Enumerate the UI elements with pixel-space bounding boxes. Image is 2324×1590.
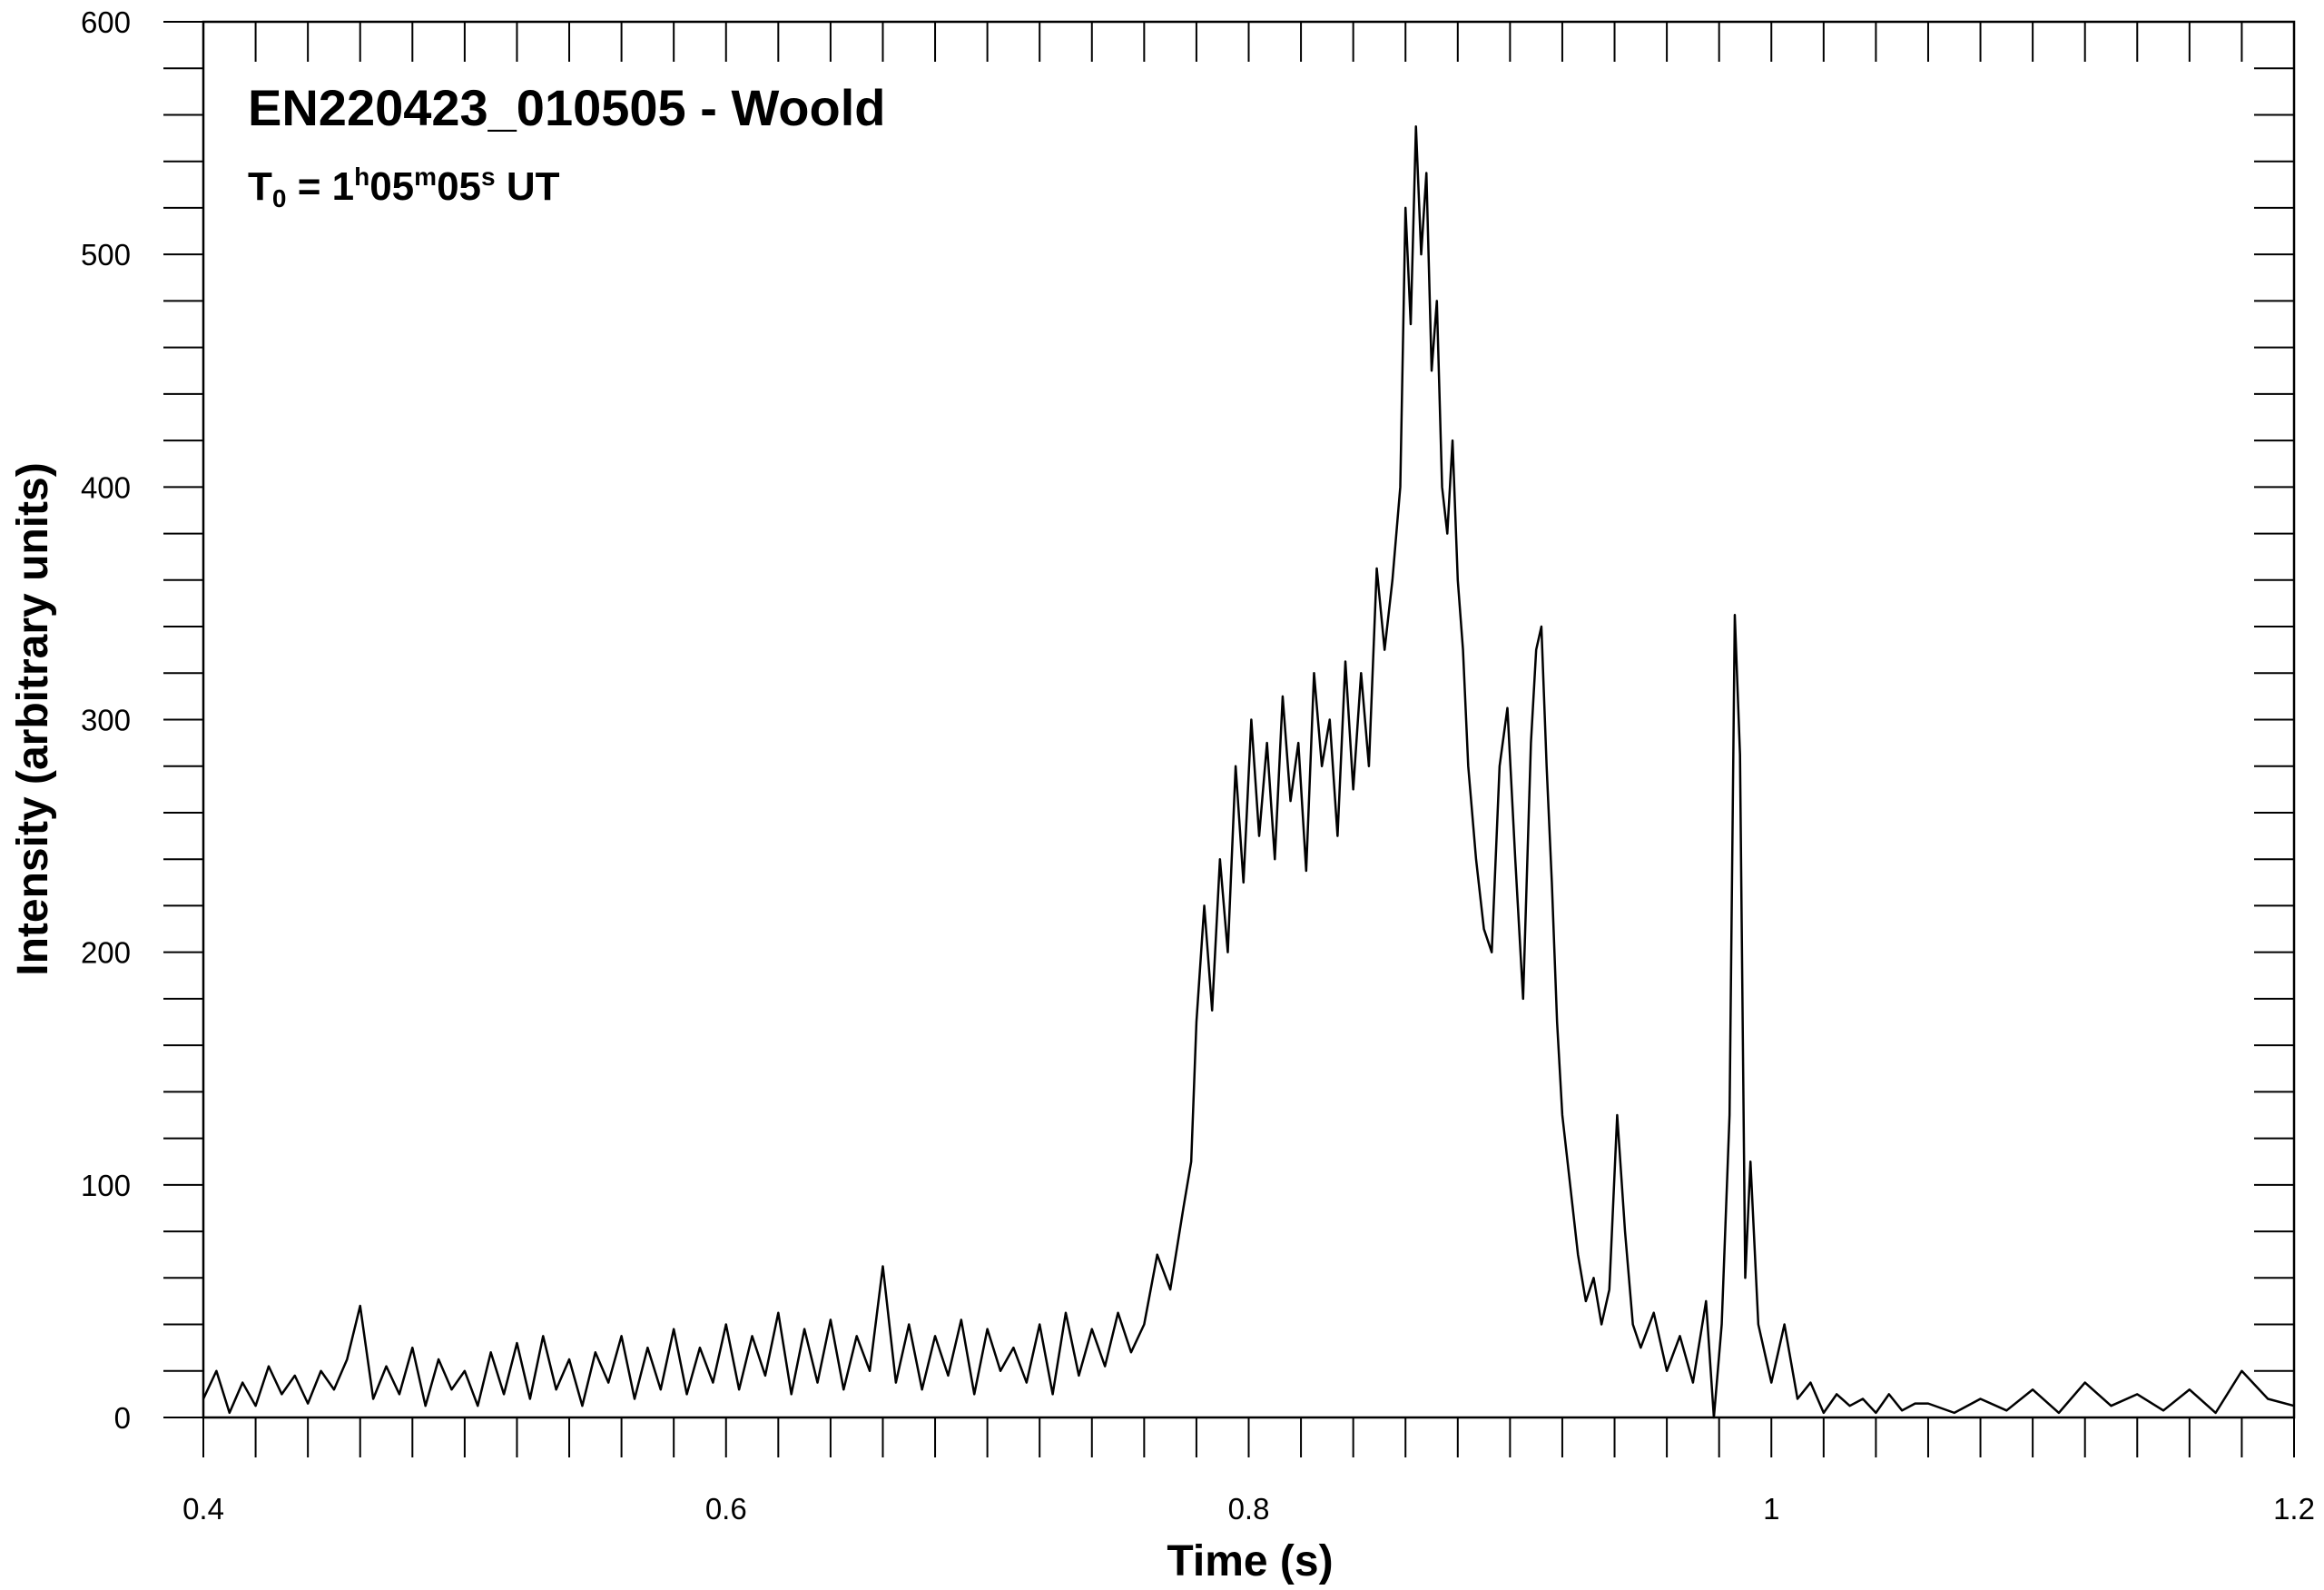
subtitle-part: s <box>481 163 496 191</box>
y-tick-label: 200 <box>81 936 131 970</box>
data-line <box>202 125 2295 1419</box>
y-tick-label: 400 <box>81 470 131 504</box>
x-tick-label: 0.8 <box>1228 1492 1270 1526</box>
subtitle-part: h <box>354 163 369 191</box>
subtitle-part: T <box>248 164 272 209</box>
subtitle-part: 05 <box>437 164 481 209</box>
y-tick-label: 0 <box>114 1401 131 1435</box>
plot-frame <box>202 20 2296 1419</box>
y-tick-label: 500 <box>81 238 131 272</box>
chart-subtitle: T0 = 1h05m05s UT <box>248 163 560 212</box>
x-axis-label: Time (s) <box>1167 1537 1333 1585</box>
subtitle-part: 0 <box>272 184 287 212</box>
x-tick-label: 1 <box>1763 1492 1779 1526</box>
y-tick-label: 100 <box>81 1169 131 1202</box>
subtitle-part: = 1 <box>286 164 354 209</box>
x-tick-label: 0.4 <box>182 1492 224 1526</box>
y-axis-label: Intensity (arbitrary units) <box>9 462 57 975</box>
y-tick-label: 600 <box>81 5 131 39</box>
chart-title: EN220423_010505 - Woold <box>248 79 885 136</box>
y-tick-label: 300 <box>81 704 131 737</box>
x-tick-label: 0.6 <box>705 1492 747 1526</box>
subtitle-part: 05 <box>369 164 414 209</box>
x-tick-label: 1.2 <box>2273 1492 2315 1526</box>
subtitle-part: m <box>414 163 437 191</box>
subtitle-part: UT <box>496 164 560 209</box>
